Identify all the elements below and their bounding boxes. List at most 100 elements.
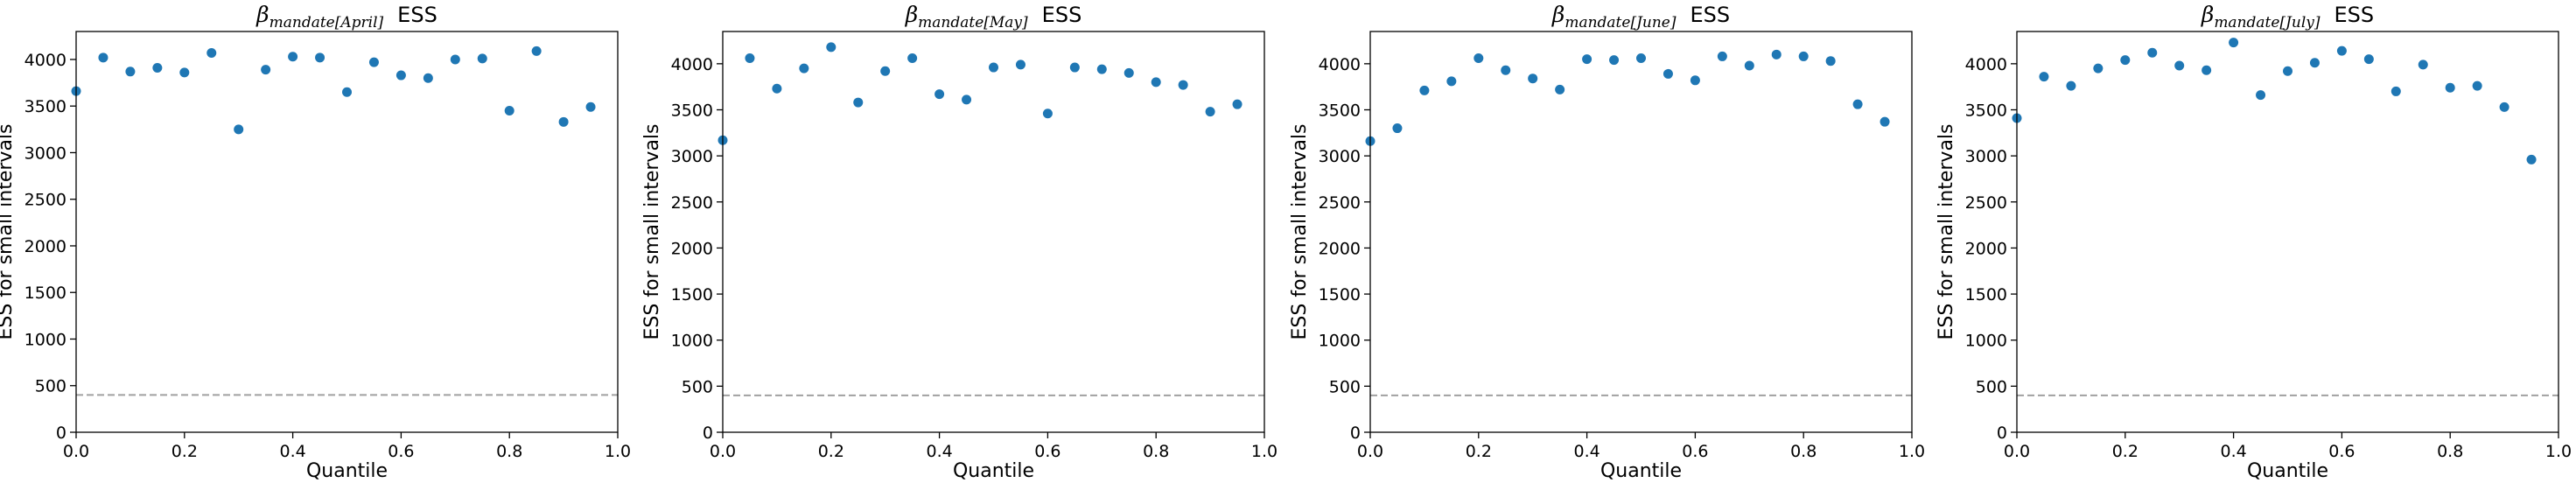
data-point — [2283, 66, 2292, 76]
x-tick-label: 0.2 — [1466, 442, 1492, 461]
x-tick-label: 0.6 — [2328, 442, 2355, 461]
x-tick-label: 0.0 — [63, 442, 89, 461]
data-point — [934, 89, 945, 100]
data-point — [1474, 53, 1484, 64]
y-tick-label: 0 — [56, 424, 66, 443]
y-tick-label: 4000 — [671, 55, 713, 74]
data-point — [2256, 90, 2266, 101]
x-tick-label: 0.2 — [172, 442, 198, 461]
x-tick-label: 0.4 — [926, 442, 952, 461]
y-tick-label: 2500 — [1319, 193, 1361, 213]
data-point — [558, 116, 569, 127]
x-tick-label: 0.4 — [1573, 442, 1600, 461]
data-point — [2472, 80, 2482, 91]
data-point — [2363, 54, 2374, 65]
data-point — [1446, 76, 1457, 87]
y-tick-label: 2000 — [1319, 239, 1361, 258]
title-suffix: ESS — [2334, 3, 2375, 27]
x-tick-label: 0.2 — [818, 442, 844, 461]
data-point — [2336, 46, 2347, 56]
x-tick-label: 0.8 — [496, 442, 522, 461]
y-tick-label: 1500 — [24, 284, 66, 303]
y-tick-label: 3500 — [1965, 101, 2007, 120]
data-point — [799, 63, 809, 74]
y-tick-label: 3500 — [24, 97, 66, 116]
y-tick-label: 1000 — [1965, 332, 2007, 351]
x-tick-label: 0.8 — [2437, 442, 2463, 461]
y-tick-label: 1500 — [1319, 285, 1361, 304]
data-point — [1662, 68, 1673, 79]
x-tick-label: 1.0 — [605, 442, 631, 461]
x-tick-label: 0.8 — [1790, 442, 1816, 461]
chart-title: βmandate[June] ESS — [1551, 2, 1730, 32]
x-axis-label: Quantile — [2247, 460, 2328, 482]
x-axis-label: Quantile — [306, 460, 388, 482]
y-axis-label: ESS for small intervals — [1289, 124, 1311, 340]
data-point — [2499, 102, 2510, 112]
data-point — [2066, 80, 2076, 91]
y-tick-label: 0 — [1997, 424, 2007, 443]
data-point — [152, 63, 163, 74]
data-point — [2147, 47, 2158, 58]
x-tick-label: 0.8 — [1143, 442, 1169, 461]
x-tick-label: 0.6 — [388, 442, 414, 461]
data-point — [423, 73, 433, 83]
y-tick-label: 2500 — [1965, 193, 2007, 213]
x-tick-label: 0.0 — [2004, 442, 2030, 461]
data-point — [1096, 64, 1107, 74]
data-point — [1825, 56, 1836, 66]
y-tick-label: 2500 — [671, 193, 713, 213]
x-tick-label: 0.6 — [1034, 442, 1060, 461]
data-point — [1528, 74, 1538, 84]
title-suffix: ESS — [397, 3, 438, 27]
data-point — [989, 62, 998, 73]
y-tick-label: 2000 — [24, 237, 66, 256]
y-tick-label: 1500 — [671, 285, 713, 304]
data-point — [1852, 99, 1863, 109]
data-point — [1690, 75, 1700, 86]
y-tick-label: 3000 — [1965, 147, 2007, 166]
data-point — [504, 106, 514, 116]
data-point — [1178, 80, 1188, 90]
y-tick-label: 1000 — [1319, 332, 1361, 351]
x-axis-label: Quantile — [1600, 460, 1682, 482]
title-symbol: β — [256, 2, 269, 27]
data-point — [2229, 38, 2239, 48]
data-point — [880, 66, 891, 76]
chart-panel-1: 0.0 0.2 0.4 0.6 0.8 1.0 0 500 1000 1500 2000 2500 30… — [0, 2, 631, 482]
data-point — [206, 47, 217, 58]
y-tick-label: 3500 — [671, 101, 713, 120]
data-point — [1392, 123, 1403, 134]
y-tick-label: 1000 — [24, 330, 66, 349]
y-axis-label: ESS for small intervals — [641, 124, 663, 340]
data-point — [288, 52, 298, 62]
title-suffix: ESS — [1690, 3, 1730, 27]
data-point — [2202, 65, 2212, 75]
y-tick-label: 500 — [682, 377, 713, 396]
y-tick-label: 2000 — [671, 239, 713, 258]
y-tick-label: 2000 — [1965, 239, 2007, 258]
data-point — [342, 87, 352, 97]
data-point — [1636, 53, 1646, 64]
y-tick-label: 3500 — [1319, 101, 1361, 120]
data-point — [1015, 60, 1026, 70]
title-symbol: β — [1551, 2, 1564, 27]
data-point — [2039, 72, 2049, 82]
chart-title: βmandate[July] ESS — [2201, 2, 2374, 32]
data-point — [450, 54, 460, 65]
data-point — [261, 65, 271, 75]
data-point — [1744, 60, 1754, 71]
plot-frame — [1369, 31, 1913, 433]
data-point — [1232, 99, 1242, 109]
chart-panel-2: 0.0 0.2 0.4 0.6 0.8 1.0 0 500 1000 1500 2000 2500 30… — [641, 2, 1278, 482]
data-point — [1717, 51, 1727, 61]
data-point — [772, 83, 782, 94]
y-tick-label: 1000 — [671, 332, 713, 351]
data-point — [1205, 107, 1215, 117]
y-tick-label: 4000 — [24, 51, 66, 70]
y-tick-label: 4000 — [1319, 55, 1361, 74]
data-point — [2120, 55, 2131, 66]
x-tick-label: 1.0 — [1251, 442, 1278, 461]
title-suffix: ESS — [1042, 3, 1082, 27]
data-point — [1501, 65, 1511, 75]
